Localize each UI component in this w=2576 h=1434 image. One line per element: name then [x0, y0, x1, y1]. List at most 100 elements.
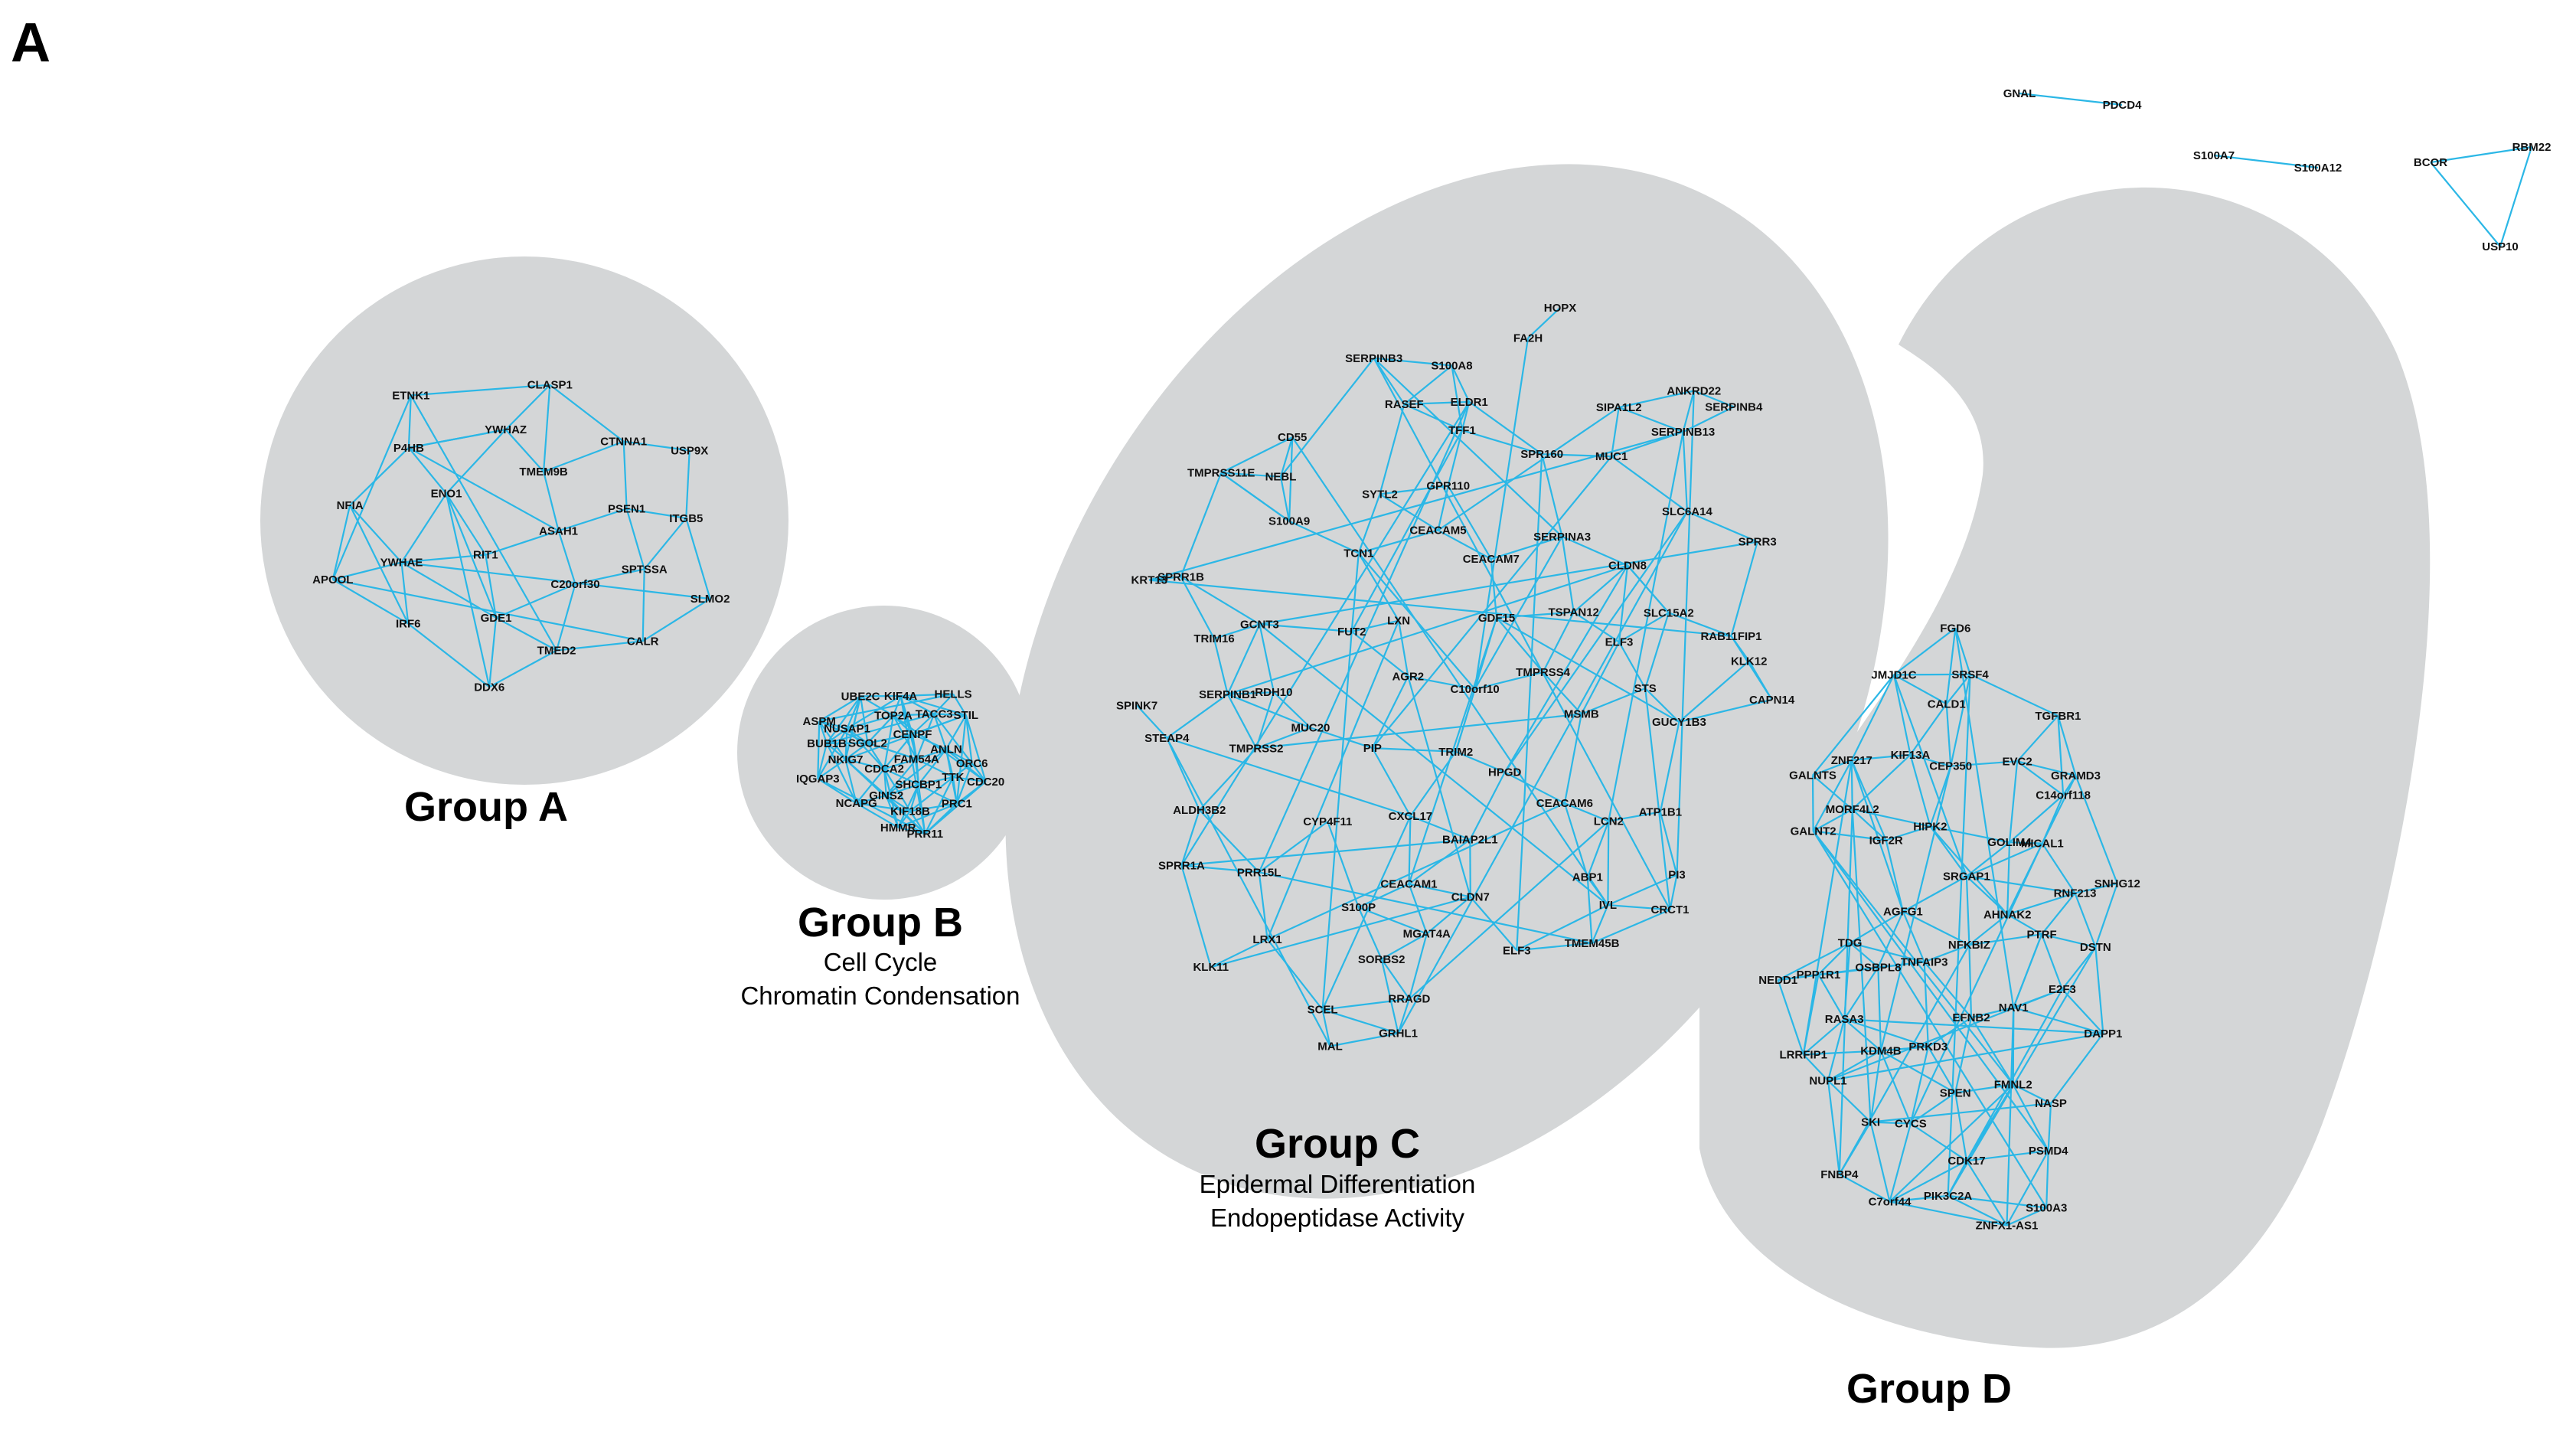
network-edge	[1564, 802, 1609, 822]
network-edge	[1827, 1050, 1882, 1082]
network-edge	[1885, 840, 1904, 912]
network-edge	[1844, 1018, 2104, 1034]
gene-node-label: CYP4F11	[1303, 815, 1352, 828]
network-edge	[1541, 453, 1563, 537]
network-edge	[2045, 1150, 2049, 1208]
network-edge	[1180, 401, 1471, 866]
network-edge	[332, 578, 643, 642]
gene-node-label: GINS2	[869, 789, 903, 802]
gene-node-label: AGR2	[1392, 671, 1424, 684]
network-edge	[1838, 809, 1853, 1174]
gene-node-label: HMMR	[880, 822, 916, 835]
gene-node-label: ZNFX1-AS1	[1976, 1220, 2039, 1233]
gene-node-label: KDM4B	[1860, 1044, 1902, 1057]
network-edge	[1592, 909, 1670, 944]
network-edge	[1563, 714, 1582, 804]
network-edge	[1350, 553, 1360, 632]
gene-node-label: SIPA1L2	[1596, 401, 1642, 414]
network-edge	[1288, 520, 1360, 554]
network-edge	[1812, 759, 1853, 776]
network-edge	[1447, 485, 1492, 560]
gene-node-label: CALR	[627, 635, 659, 648]
gene-node-label: TGFBR1	[2035, 710, 2081, 723]
gene-node-label: CEACAM7	[1463, 553, 1520, 566]
network-edge	[952, 693, 967, 716]
network-edge	[1166, 693, 1229, 739]
network-edge	[934, 713, 966, 717]
network-edge	[1850, 759, 1853, 810]
gene-node-label: ELF3	[1503, 944, 1531, 957]
network-edge	[818, 720, 847, 730]
gene-node-label: NUPL1	[1809, 1074, 1846, 1087]
network-edge	[818, 693, 954, 723]
network-edge	[1945, 628, 1957, 704]
gene-node-label: TMPRSS11E	[1187, 467, 1255, 480]
network-edge	[1852, 808, 1931, 828]
network-edge	[1879, 766, 1952, 1051]
gene-node-label: TACC3	[916, 708, 953, 721]
network-edge	[1149, 579, 1732, 637]
network-edge	[1910, 1092, 1956, 1125]
network-edge	[2094, 883, 2118, 948]
network-edge	[952, 777, 958, 804]
gene-node-label: SNHG12	[2094, 877, 2140, 890]
network-edge	[918, 776, 954, 786]
gene-node-label: TMED2	[537, 645, 576, 658]
network-edge	[1966, 1160, 2008, 1227]
network-edge	[1851, 753, 1911, 761]
network-edge	[1180, 809, 1200, 866]
gene-node-label: SPRR1A	[1158, 859, 1205, 872]
network-edge	[846, 695, 862, 729]
network-edge	[867, 743, 886, 769]
network-edge	[1586, 821, 1610, 878]
network-edge	[933, 713, 973, 764]
gene-node-label: GDF15	[1478, 612, 1515, 625]
network-edge	[1968, 913, 2008, 946]
network-edge	[1180, 576, 1215, 639]
network-edge	[1408, 884, 1428, 934]
network-edge	[2041, 892, 2076, 935]
network-edge	[1288, 437, 1294, 521]
gene-node-label: SPTSSA	[622, 563, 668, 576]
gene-node-label: PTRF	[2027, 928, 2057, 941]
network-edge	[1817, 974, 1846, 1020]
network-edge	[2008, 761, 2019, 843]
network-edge	[909, 802, 958, 812]
network-edge	[543, 471, 560, 531]
group-c-subtitle-line2: Endopeptidase Activity	[1210, 1204, 1465, 1232]
network-edge	[1358, 906, 1428, 935]
network-edge	[945, 748, 973, 765]
gene-node-label: SERPINA3	[1533, 531, 1591, 544]
network-edge	[1322, 998, 1410, 1011]
network-edge	[2499, 146, 2533, 247]
gene-node-label: NUSAP1	[824, 723, 870, 736]
network-edge	[1357, 494, 1381, 554]
gene-node-label: TMEM9B	[519, 465, 568, 479]
network-edge	[2006, 913, 2042, 936]
network-edge	[1923, 962, 1929, 1047]
network-edge	[1644, 688, 1671, 910]
network-edge	[485, 554, 498, 619]
network-edge	[2074, 893, 2097, 948]
network-edge	[1850, 759, 1887, 841]
gene-node-label: SPINK7	[1116, 699, 1157, 712]
gene-node-label: LXN	[1387, 615, 1410, 628]
gene-node-label: PIK3C2A	[1924, 1190, 1973, 1203]
network-edge	[918, 783, 958, 805]
gene-node-label: HOPX	[1544, 302, 1577, 315]
gene-node-label: SKI	[1861, 1116, 1880, 1129]
network-edge	[1259, 623, 1609, 906]
gene-node-label: CYCS	[1895, 1118, 1927, 1131]
network-edge	[1812, 759, 1853, 832]
network-edge	[1259, 871, 1592, 944]
gene-node-label: FUT2	[1337, 626, 1366, 639]
gene-node-label: UBE2C	[841, 690, 880, 703]
network-edge	[1850, 910, 1904, 944]
gene-node-label: RAB11FIP1	[1700, 630, 1761, 643]
network-edge	[1408, 617, 1498, 884]
network-edge	[844, 696, 862, 760]
gene-node-label: MSMB	[1564, 708, 1599, 721]
network-edge	[1403, 364, 1453, 405]
network-edge	[897, 810, 911, 828]
